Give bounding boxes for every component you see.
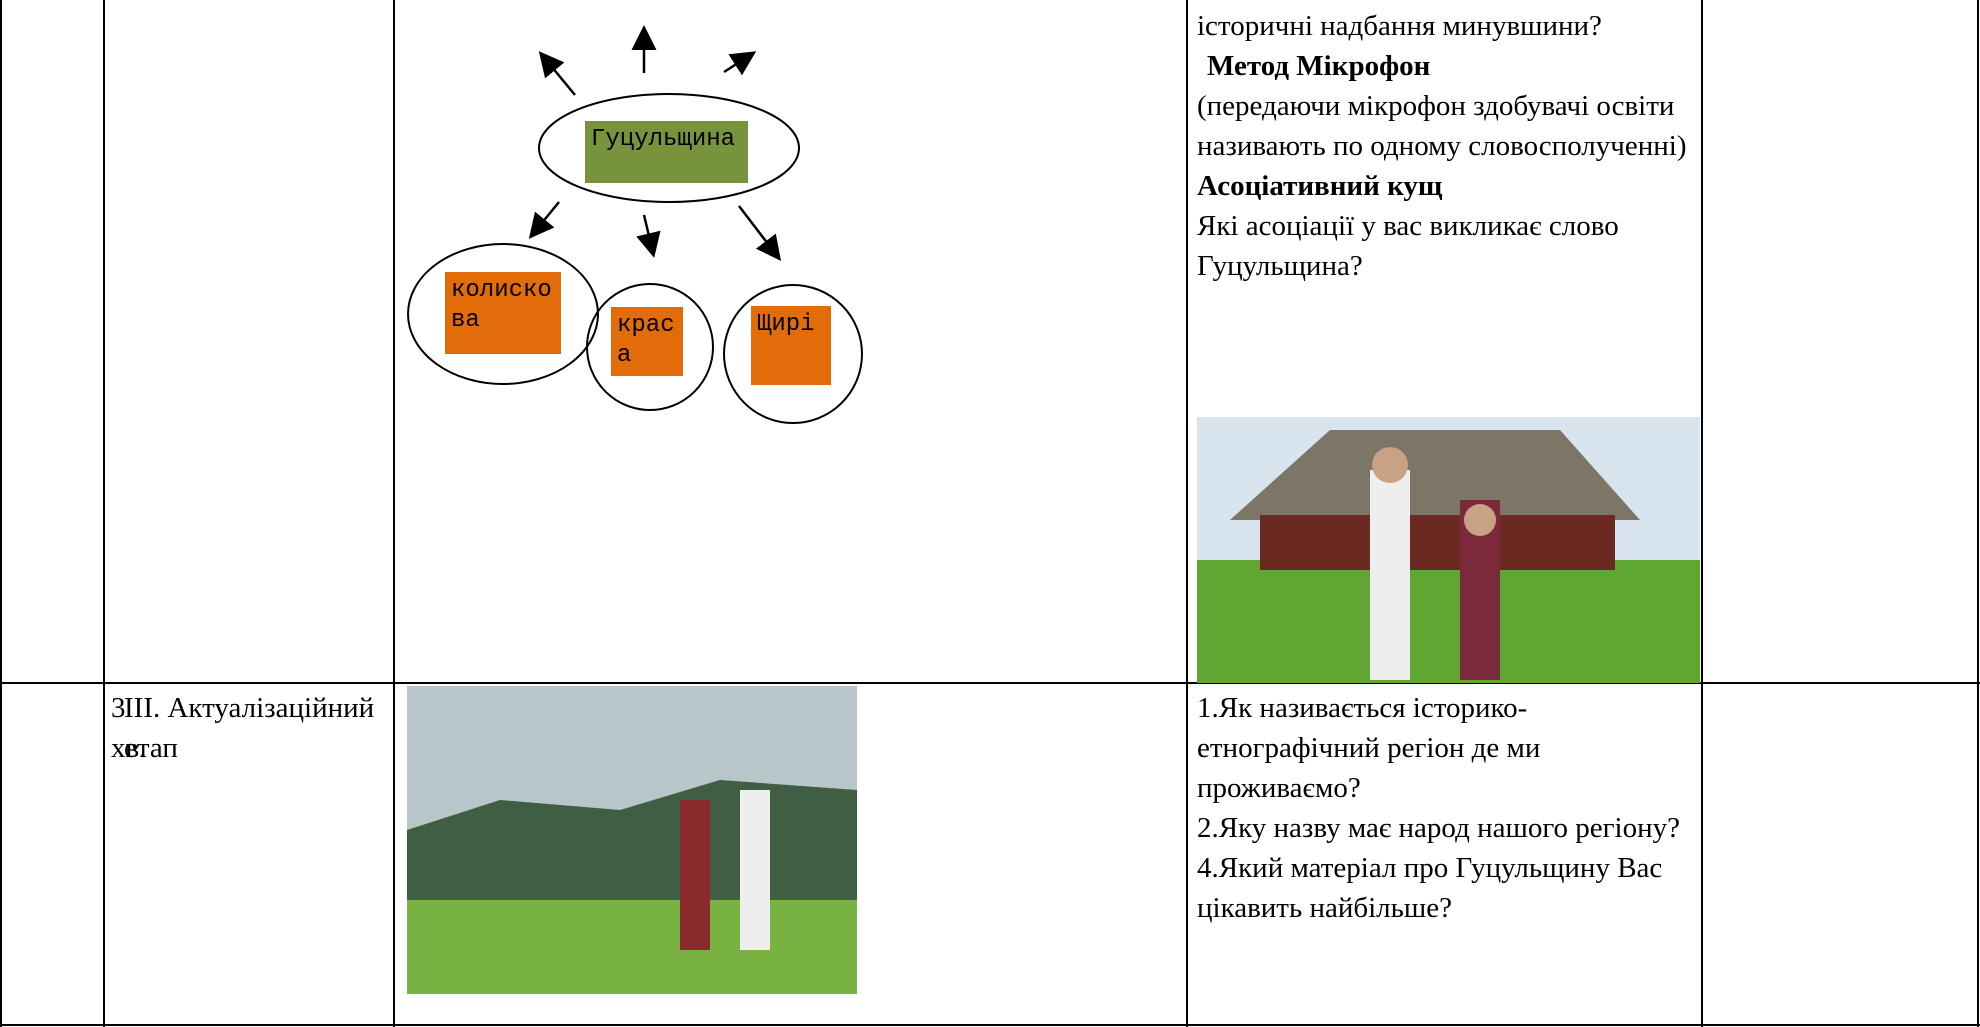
cell: 1.Як називається історико-етнографічний … xyxy=(1197,688,1697,928)
arrows xyxy=(528,25,782,261)
border xyxy=(0,1024,1980,1026)
paragraph: Які асоціації у вас викликає слово Гуцул… xyxy=(1197,210,1619,282)
border xyxy=(103,0,105,1027)
heading: Метод Мікрофон xyxy=(1207,50,1431,82)
paragraph: 1.Як називається історико-етнографічний … xyxy=(1197,692,1541,804)
border xyxy=(1701,0,1703,1027)
cell: історичні надбання минувшини? Метод Мікр… xyxy=(1197,6,1697,286)
ellipses xyxy=(407,93,863,424)
node: колискова xyxy=(445,272,561,354)
node-center: Гуцульщина xyxy=(585,121,748,183)
cell: 3 хв. xyxy=(111,692,147,764)
border xyxy=(1186,0,1188,1027)
photo xyxy=(407,686,857,994)
node: Щирі xyxy=(751,306,831,385)
node: краса xyxy=(611,307,683,376)
heading: Асоціативний кущ xyxy=(1197,170,1443,202)
border xyxy=(0,682,1980,684)
border xyxy=(0,0,2,1027)
border xyxy=(393,0,395,1027)
paragraph: 2.Яку назву має народ нашого регіону? xyxy=(1197,812,1680,844)
photo xyxy=(1197,417,1700,683)
cell: ІІІ. Актуалізаційний етап xyxy=(124,692,375,764)
paragraph: історичні надбання минувшини? xyxy=(1197,10,1602,42)
border xyxy=(1977,0,1979,1027)
paragraph: (передаючи мікрофон здобувачі освіти наз… xyxy=(1197,90,1687,162)
paragraph: 4.Який матеріал про Гуцульщину Вас цікав… xyxy=(1197,852,1663,924)
